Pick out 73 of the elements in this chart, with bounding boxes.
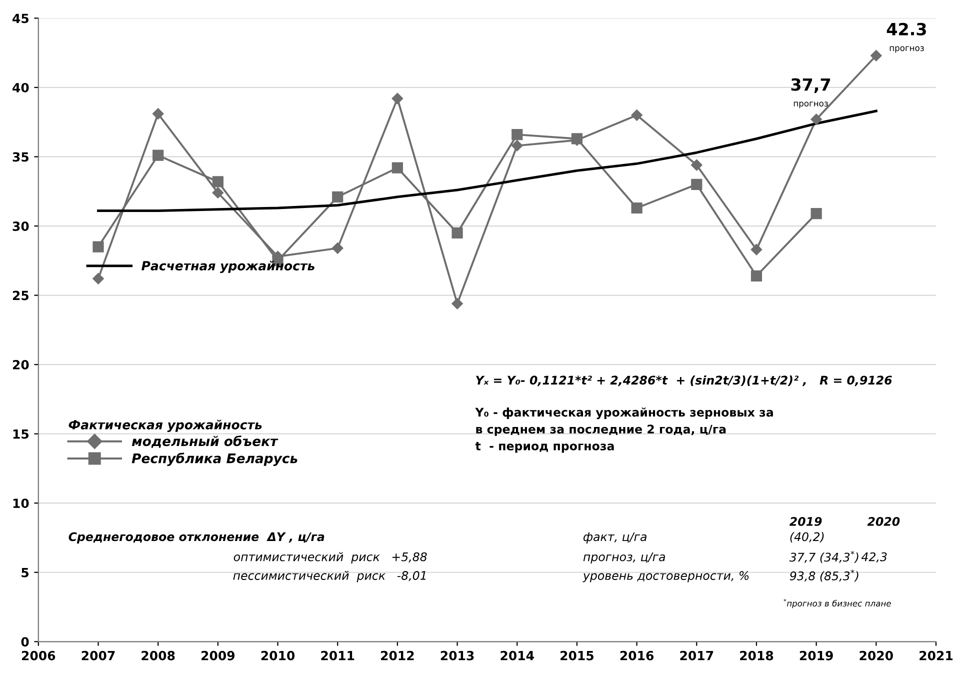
y-tick-label: 15	[13, 429, 28, 439]
point	[631, 110, 642, 121]
point	[452, 298, 463, 310]
x-tick-label: 2017	[680, 650, 714, 660]
data-label: 42.3	[886, 22, 926, 36]
y-tick-label: 30	[12, 221, 29, 231]
annotation: 93,8 (85,3$^{*}$)	[790, 570, 858, 582]
x-tick-label: 2015	[560, 650, 594, 660]
legend-label: Расчетная урожайность	[142, 260, 314, 273]
point	[332, 191, 344, 202]
annotation: 37,7 (34,3$^{*}$)	[789, 550, 858, 564]
y-tick-label: 45	[12, 14, 28, 24]
annotation: уровень достоверности, %	[582, 571, 749, 582]
x-tick-label: 2012	[381, 650, 414, 660]
annotation: пессимистический риск -8,01	[233, 570, 426, 582]
point	[691, 178, 702, 190]
x-tick-label: 2016	[620, 650, 654, 660]
point	[512, 140, 523, 152]
x-tick-label: 2020	[860, 650, 893, 660]
annotation: Yₓ = Y₀- 0,1121*t² + 2,4286*t + (sin2t/3)(1+t/2)² , R = 0,9126	[476, 375, 892, 386]
point	[212, 176, 224, 188]
annotation: Y₀ - фактическая урожайность зерновых за в среднем за последние 2 года, ц/га t - период прогноза	[475, 408, 773, 453]
x-tick-label: 2009	[202, 650, 235, 660]
annotation: 2020	[867, 516, 900, 526]
legend-title: Фактическая урожайность	[68, 420, 262, 432]
line-series	[96, 110, 878, 212]
x-tick-label: 2018	[740, 650, 774, 660]
x-tick-label: 2008	[142, 650, 175, 660]
x-tick-label: 2021	[920, 650, 953, 660]
point	[691, 159, 702, 171]
legend-label: Республика Беларусь	[132, 452, 298, 466]
point	[810, 114, 822, 125]
point	[92, 241, 104, 252]
annotation: прогноз	[890, 46, 924, 53]
point	[750, 244, 762, 256]
y-tick-label: 20	[12, 360, 29, 370]
x-tick-label: 2010	[261, 650, 295, 660]
point	[152, 108, 164, 120]
x-tick-label: 2014	[500, 650, 534, 660]
annotation: (40,2)	[790, 532, 824, 543]
annotation: оптимистический риск +5,88	[234, 552, 427, 564]
x-tick-label: 2011	[321, 650, 354, 660]
annotation: прогноз	[794, 102, 828, 108]
point	[631, 202, 642, 214]
y-tick-label: 40	[12, 82, 29, 92]
point	[332, 242, 344, 254]
annotation: прогноз, ц/га	[583, 552, 665, 564]
y-tick-label: 5	[22, 568, 28, 578]
x-tick-label: 2006	[22, 650, 56, 660]
y-tick-label: 0	[21, 637, 29, 647]
x-tick-label: 2019	[800, 650, 833, 660]
point	[750, 270, 762, 282]
data-label: 37,7	[791, 78, 830, 93]
point	[810, 208, 822, 220]
point	[212, 187, 224, 198]
legend-label: модельный объект	[132, 436, 278, 448]
annotation: факт, ц/га	[583, 532, 646, 544]
y-tick-label: 25	[12, 290, 28, 300]
point	[392, 162, 403, 174]
y-tick-label: 35	[12, 152, 28, 162]
annotation: $^{*}$прогноз в бизнес плане	[784, 598, 891, 608]
y-tick-label: 10	[13, 498, 29, 508]
point	[392, 92, 404, 104]
point	[152, 150, 164, 161]
annotation: 42,3	[861, 552, 887, 562]
x-tick-label: 2007	[82, 650, 115, 660]
point	[870, 50, 882, 62]
point	[92, 273, 104, 284]
point	[452, 227, 463, 238]
point	[512, 129, 523, 140]
annotation: Среднегодовое отклонение ΔY , ц/га	[68, 532, 324, 544]
annotation: 2019	[789, 516, 822, 526]
x-tick-label: 2013	[440, 650, 474, 660]
